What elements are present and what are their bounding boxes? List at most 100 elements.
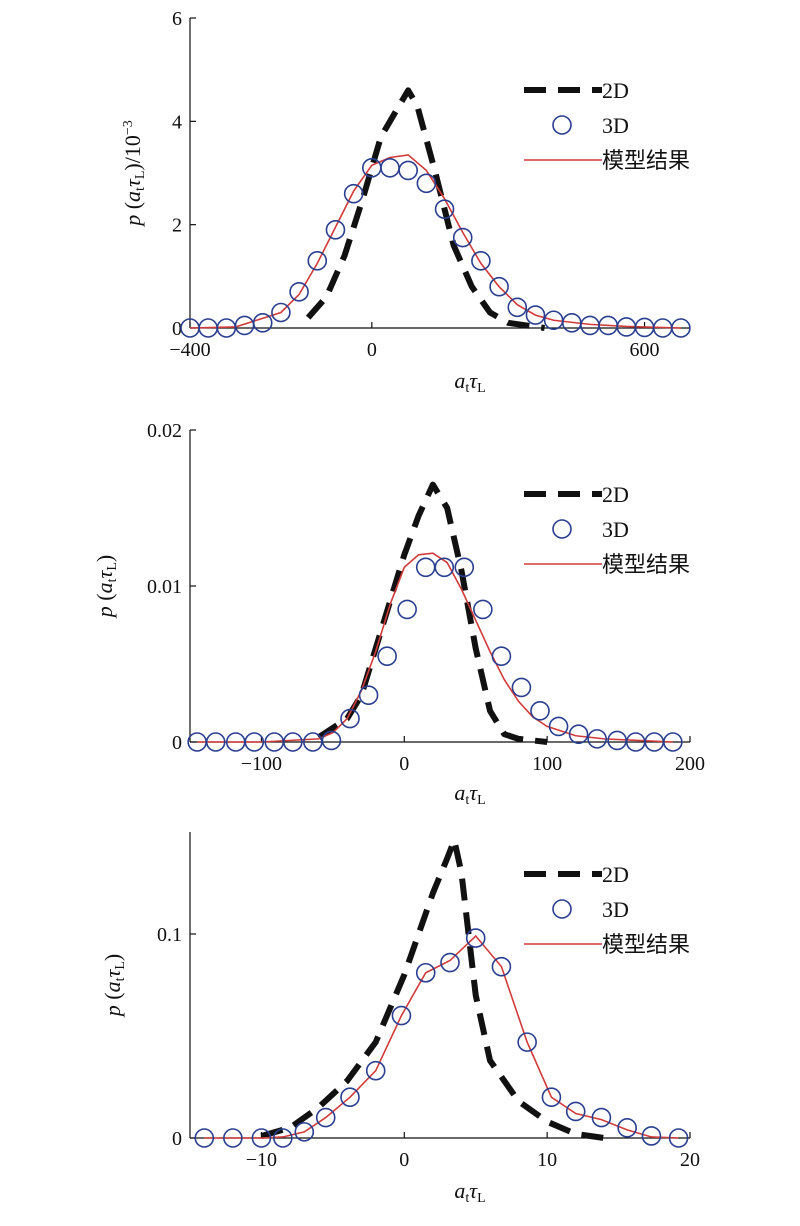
series-3d-point	[565, 1101, 586, 1122]
series-model-line	[197, 552, 673, 743]
series-3d-point	[511, 677, 532, 698]
series-3d-point	[415, 962, 436, 983]
series-3d-point	[440, 952, 460, 973]
series-3d-point	[289, 282, 309, 302]
series-3d-point	[491, 646, 512, 667]
series-3d-point	[391, 1005, 412, 1026]
series-3d-point	[294, 1122, 315, 1142]
series-3d-point	[491, 956, 512, 977]
legend-label: 3D	[602, 517, 629, 542]
series-3d-point	[452, 227, 473, 248]
series-3d-point	[548, 716, 569, 737]
series-3d-point	[321, 730, 342, 751]
series-3d-point	[315, 1107, 336, 1128]
legend-label: 模型结果	[602, 148, 690, 173]
x-tick-label: 200	[675, 753, 705, 775]
y-tick-label: 2	[172, 215, 182, 237]
y-tick-label: 0	[172, 732, 182, 754]
y-axis-label: p (atτL)/10−3	[120, 120, 148, 228]
series-3d-point	[530, 700, 550, 721]
chart-panel-2: 0 0.01 0.02 −100 0 100 200 atτL p (atτL) 2D 3D 模型结果	[92, 420, 705, 808]
series-3d-point	[251, 1128, 272, 1148]
series-3d-point	[415, 557, 436, 578]
series-3d-point	[525, 305, 546, 325]
legend-3d-swatch	[552, 899, 572, 919]
series-3d-point	[434, 557, 455, 578]
series-model-line	[204, 934, 679, 1139]
series-3d-point	[671, 318, 691, 338]
legend-label: 2D	[602, 78, 629, 103]
y-tick-label: 0.02	[147, 420, 182, 442]
y-tick-label: 4	[172, 111, 182, 133]
series-3d-point	[587, 729, 607, 749]
series-3d-point	[271, 302, 291, 323]
series-3d-point	[517, 1032, 537, 1052]
series-3d-point	[397, 599, 417, 620]
legend-label: 2D	[602, 482, 629, 507]
series-3d-point	[473, 599, 493, 620]
x-tick-label: 0	[399, 1149, 409, 1171]
series-3d-point	[205, 732, 226, 752]
series-3d-point	[416, 173, 437, 194]
series-3d-point	[283, 732, 303, 752]
series-3d-point	[641, 1126, 662, 1146]
series-3d-point	[358, 685, 379, 706]
series-3d-point	[591, 1107, 612, 1128]
series-3d-point	[489, 276, 509, 297]
series-model-line	[189, 154, 681, 329]
series-3d-point	[617, 1118, 637, 1138]
series-3d-point	[223, 1128, 243, 1148]
series-3d-point	[398, 160, 418, 181]
x-tick-label: 600	[630, 339, 660, 361]
y-axis-label: p (atτL)	[92, 555, 120, 619]
series-2d-line	[305, 87, 545, 331]
series-3d-point	[507, 297, 528, 318]
x-tick-label: 0	[399, 753, 409, 775]
legend-label: 模型结果	[602, 932, 690, 957]
x-axis-label: atτL	[454, 1178, 485, 1206]
series-3d-point	[244, 732, 265, 752]
x-tick-label: −400	[169, 339, 210, 361]
series-3d-point	[663, 732, 683, 752]
series-3d-point	[465, 928, 486, 948]
series-3d-point	[325, 220, 346, 240]
y-tick-label: 0.01	[147, 576, 182, 598]
legend-label: 2D	[602, 862, 629, 887]
x-tick-label: −100	[241, 753, 282, 775]
series-3d-point	[380, 158, 400, 178]
series-3d-point	[568, 724, 589, 745]
legend-3d-swatch	[552, 519, 572, 539]
legend-3d-swatch	[552, 115, 572, 135]
legend-label: 3D	[602, 113, 629, 138]
series-3d-point	[365, 1060, 386, 1081]
series-3d-point	[454, 557, 475, 578]
x-tick-label: 100	[532, 753, 562, 775]
series-3d-point	[377, 646, 397, 667]
series-2d-line	[316, 481, 548, 745]
series-3d-point	[340, 708, 360, 729]
y-tick-label: 6	[172, 8, 182, 30]
y-tick-label: 0.1	[157, 924, 182, 946]
series-3d-point	[343, 183, 364, 204]
legend-label: 3D	[602, 897, 629, 922]
series-3d-point	[340, 1087, 360, 1107]
x-tick-label: 10	[537, 1149, 557, 1171]
chart-panel-3: 0 0.1 −10 0 10 20 atτL p (atτL) 2D 3D 模型结果	[100, 832, 700, 1206]
series-3d-point	[541, 1087, 562, 1107]
series-3d-point	[273, 1128, 293, 1148]
x-tick-label: 0	[367, 339, 377, 361]
legend-label: 模型结果	[602, 552, 690, 577]
x-axis-label: atτL	[454, 780, 485, 808]
y-axis-label: p (atτL)	[100, 954, 128, 1018]
series-3d-point	[194, 1128, 215, 1148]
x-tick-label: 20	[680, 1149, 700, 1171]
series-3d-point	[668, 1128, 689, 1148]
x-axis-label: atτL	[454, 368, 485, 396]
series-2d-line	[260, 837, 605, 1141]
series-3d-point	[307, 251, 328, 271]
y-tick-label: 0	[172, 1128, 182, 1150]
series-3d-point	[252, 313, 273, 333]
series-3d-point	[471, 251, 491, 271]
